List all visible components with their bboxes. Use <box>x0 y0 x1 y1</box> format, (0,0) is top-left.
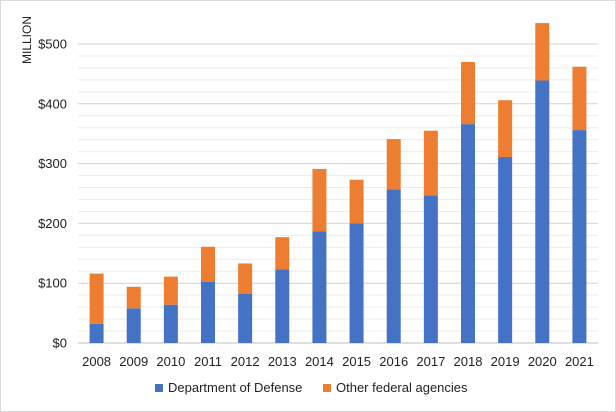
y-tick-label: $200 <box>38 216 67 231</box>
y-tick-labels: $0 $100 $200 $300 $400 $500 <box>38 37 67 351</box>
bar-other-federal-agencies <box>461 61 475 125</box>
bar-other-federal-agencies <box>275 237 290 270</box>
x-tick-label: 2020 <box>528 354 557 369</box>
bar-other-federal-agencies <box>349 179 364 224</box>
bar-other-federal-agencies <box>163 276 178 305</box>
y-tick-label: $0 <box>53 336 67 351</box>
bar-other-federal-agencies <box>126 286 141 309</box>
x-tick-label: 2014 <box>305 354 334 369</box>
bar-department-of-defense <box>238 293 253 343</box>
bar-department-of-defense <box>312 231 327 343</box>
y-tick-label: $300 <box>38 156 67 171</box>
y-tick-label: $500 <box>38 37 67 52</box>
x-tick-label: 2011 <box>194 354 222 369</box>
gridlines <box>78 43 598 332</box>
x-tick-label: 2009 <box>119 354 148 369</box>
x-tick-label: 2017 <box>416 354 445 369</box>
bar-department-of-defense <box>275 269 290 343</box>
bar-department-of-defense <box>423 195 438 343</box>
legend-label: Other federal agencies <box>336 380 468 395</box>
bar-department-of-defense <box>498 157 513 343</box>
bars <box>89 23 587 343</box>
legend-label: Department of Defense <box>168 380 302 395</box>
bar-other-federal-agencies <box>312 168 327 232</box>
bar-department-of-defense <box>349 223 364 343</box>
x-tick-label: 2018 <box>454 354 483 369</box>
legend-swatch <box>323 384 331 392</box>
bar-other-federal-agencies <box>89 273 104 324</box>
legend: Department of Defense Other federal agenc… <box>155 380 468 395</box>
bar-department-of-defense <box>89 323 104 343</box>
bar-other-federal-agencies <box>498 100 513 158</box>
bar-other-federal-agencies <box>238 263 253 294</box>
y-tick-label: $400 <box>38 96 67 111</box>
x-tick-label: 2010 <box>156 354 185 369</box>
x-tick-label: 2013 <box>268 354 297 369</box>
x-tick-label: 2008 <box>82 354 111 369</box>
bar-other-federal-agencies <box>572 66 587 131</box>
bar-department-of-defense <box>535 80 550 343</box>
x-tick-labels: 2008 2009 2010 2011 2012 2013 2014 2015 2016 2017… <box>82 354 594 369</box>
bar-other-federal-agencies <box>423 130 438 196</box>
bar-department-of-defense <box>386 189 401 343</box>
bar-department-of-defense <box>126 308 141 343</box>
bar-department-of-defense <box>163 304 178 343</box>
x-tick-label: 2021 <box>565 354 594 369</box>
legend-swatch <box>155 384 163 392</box>
x-tick-label: 2015 <box>342 354 371 369</box>
bar-department-of-defense <box>461 124 475 343</box>
bar-other-federal-agencies <box>386 139 401 190</box>
x-tick-label: 2016 <box>379 354 408 369</box>
bar-department-of-defense <box>572 130 587 343</box>
bar-other-federal-agencies <box>535 23 550 81</box>
y-axis-label: MILLION <box>20 16 34 64</box>
bar-other-federal-agencies <box>201 246 215 283</box>
x-tick-label: 2012 <box>231 354 260 369</box>
bar-department-of-defense <box>201 282 215 343</box>
y-tick-label: $100 <box>38 276 67 291</box>
x-tick-label: 2019 <box>491 354 520 369</box>
